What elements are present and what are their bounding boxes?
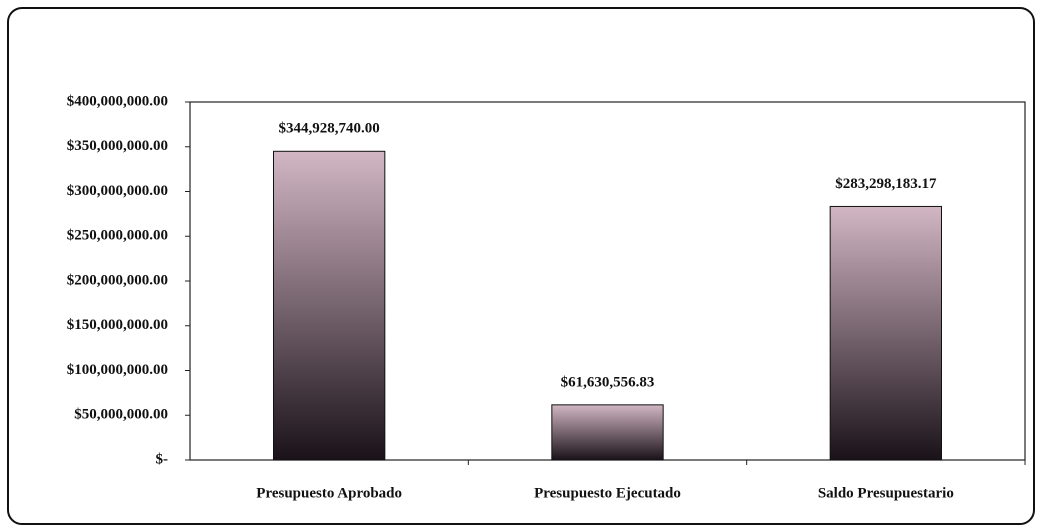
x-tick-label: Saldo Presupuestario — [818, 485, 954, 501]
value-label: $283,298,183.17 — [835, 176, 937, 192]
y-tick-label: $350,000,000.00 — [67, 138, 168, 154]
bar — [551, 404, 664, 461]
bar — [273, 150, 386, 461]
bar — [829, 205, 943, 461]
y-tick-label: $- — [156, 451, 169, 467]
y-tick-label: $100,000,000.00 — [67, 362, 168, 378]
y-tick-label: $300,000,000.00 — [67, 183, 168, 199]
x-tick-label: Presupuesto Ejecutado — [534, 485, 681, 501]
y-tick-label: $150,000,000.00 — [67, 317, 168, 333]
value-label: $344,928,740.00 — [279, 121, 380, 137]
y-tick-label: $400,000,000.00 — [67, 93, 168, 109]
value-label: $61,630,556.83 — [561, 374, 655, 390]
y-tick-label: $250,000,000.00 — [67, 228, 168, 244]
x-tick-label: Presupuesto Aprobado — [256, 485, 402, 501]
y-tick-label: $200,000,000.00 — [67, 272, 168, 288]
y-tick-label: $50,000,000.00 — [74, 407, 168, 423]
chart-frame — [7, 7, 1035, 525]
